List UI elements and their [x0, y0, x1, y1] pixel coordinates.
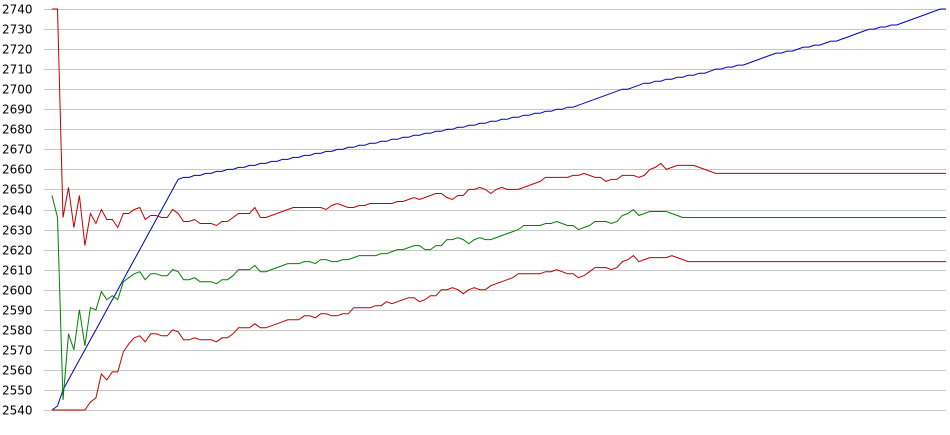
y-tick-label-2720: 2720: [2, 43, 33, 57]
y-axis-tick-labels: 2540 2550 2560 2570 2580 2590 2600 2610 2620 2630…: [2, 3, 33, 418]
series-line-4: [52, 254, 946, 411]
y-tick-label-2590: 2590: [2, 304, 33, 318]
y-tick-label-2650: 2650: [2, 183, 33, 197]
y-tick-label-2540: 2540: [2, 404, 33, 418]
series-line-3: [51, 195, 946, 401]
y-tick-label-2620: 2620: [2, 244, 33, 258]
y-tick-label-2740: 2740: [2, 3, 33, 17]
series-lines: [51, 8, 946, 411]
series-line-2: [52, 8, 946, 246]
y-tick-label-2710: 2710: [2, 63, 33, 77]
y-tick-label-2690: 2690: [2, 103, 33, 117]
series-line-1: [51, 8, 946, 411]
y-tick-label-2640: 2640: [2, 204, 33, 218]
gridlines: [44, 9, 946, 411]
y-tick-label-2700: 2700: [2, 83, 33, 97]
y-tick-label-2560: 2560: [2, 364, 33, 378]
y-tick-label-2610: 2610: [2, 264, 33, 278]
y-tick-label-2550: 2550: [2, 384, 33, 398]
y-tick-label-2680: 2680: [2, 123, 33, 137]
y-tick-label-2580: 2580: [2, 324, 33, 338]
y-tick-label-2730: 2730: [2, 23, 33, 37]
y-tick-label-2660: 2660: [2, 163, 33, 177]
y-tick-label-2670: 2670: [2, 143, 33, 157]
y-tick-label-2630: 2630: [2, 224, 33, 238]
y-tick-label-2570: 2570: [2, 344, 33, 358]
y-tick-label-2600: 2600: [2, 284, 33, 298]
